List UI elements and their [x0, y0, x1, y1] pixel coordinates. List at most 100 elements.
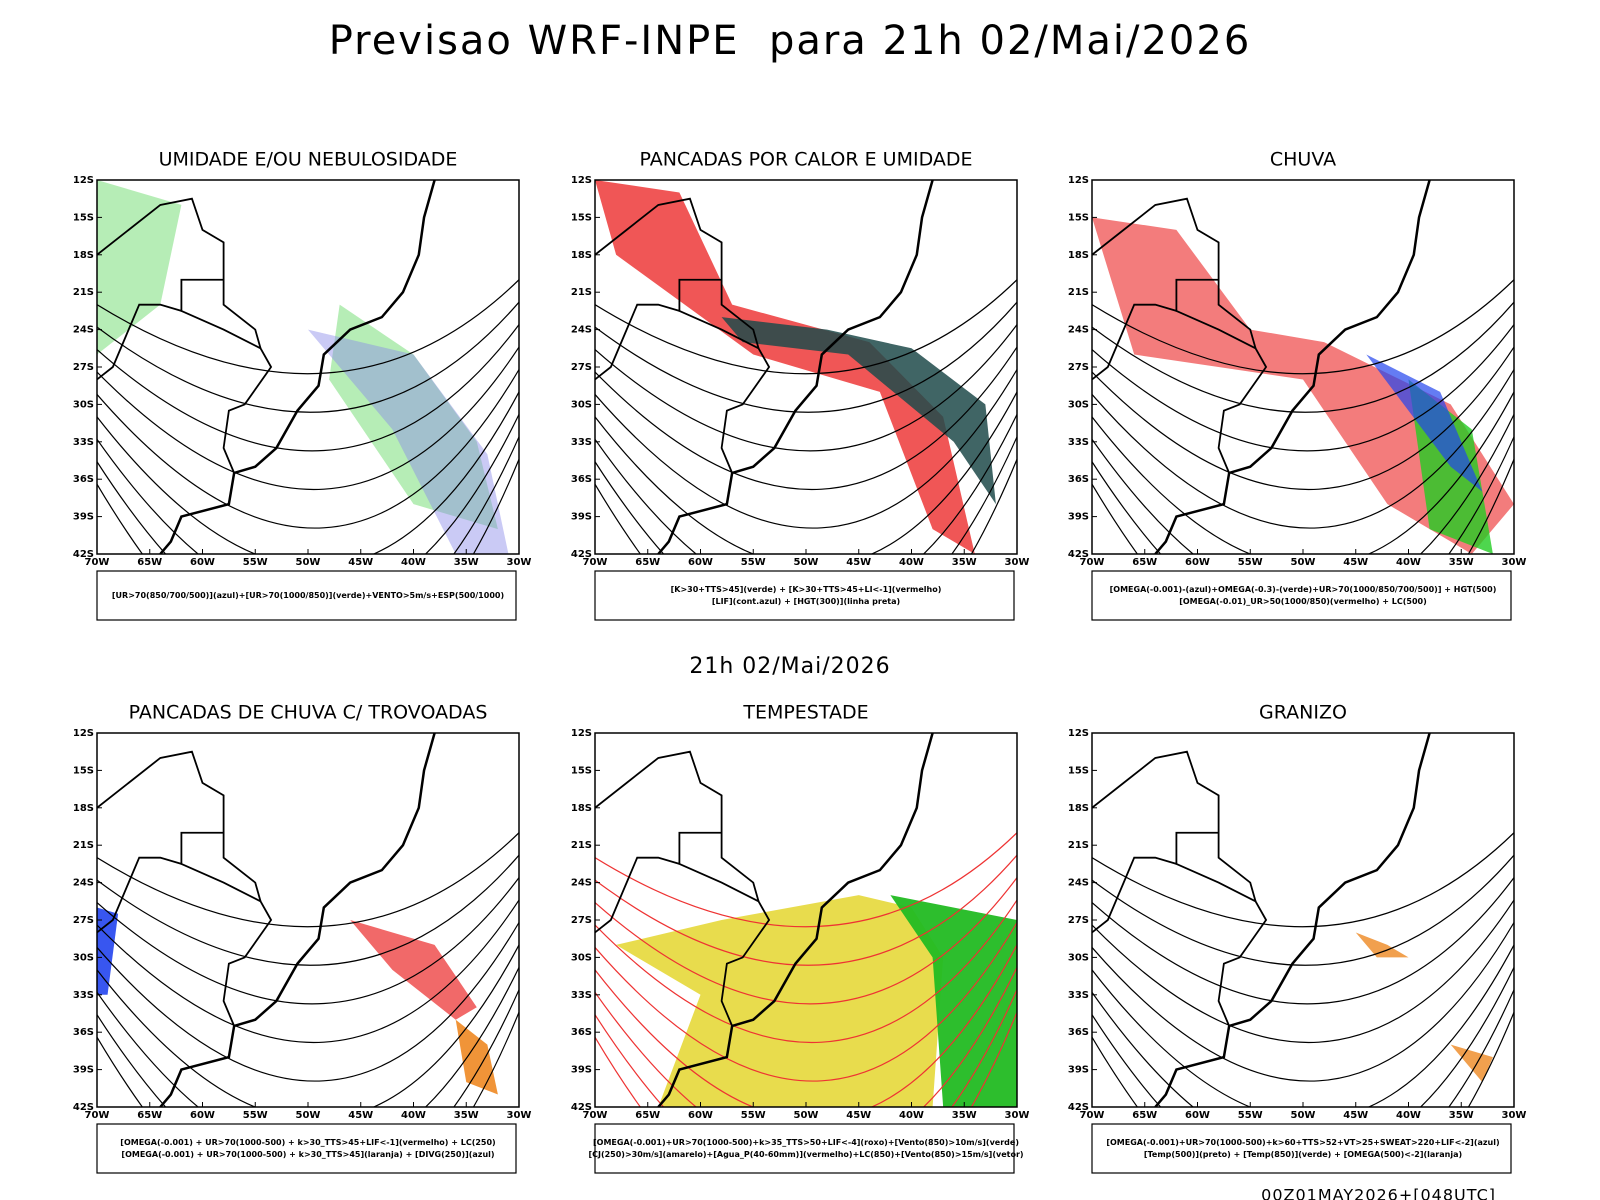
lon-label: 70W	[583, 1110, 608, 1121]
border	[1217, 279, 1257, 349]
lat-label: 42S	[1068, 1102, 1089, 1113]
contour	[97, 301, 519, 413]
contour	[595, 832, 1017, 928]
lon-label: 30W	[507, 557, 532, 568]
panel-title: PANCADAS POR CALOR E UMIDADE	[639, 149, 972, 171]
border	[97, 197, 273, 474]
shaded-area	[721, 317, 996, 505]
lat-label: 12S	[73, 175, 94, 186]
lon-label: 70W	[583, 557, 608, 568]
lat-label: 42S	[571, 1102, 592, 1113]
lat-label: 18S	[571, 803, 592, 814]
lat-label: 27S	[73, 915, 94, 926]
map-panel: TEMPESTADE 12S 15S 18S 21S 24S 27S 30S 33S 36S 39S…	[571, 702, 1030, 1174]
lat-label: 36S	[1068, 1027, 1089, 1038]
lon-label: 60W	[190, 1110, 215, 1121]
lat-label: 24S	[1068, 878, 1089, 889]
lat-label: 24S	[571, 325, 592, 336]
lon-label: 30W	[1005, 557, 1030, 568]
lon-label: 50W	[296, 1110, 321, 1121]
lon-label: 65W	[635, 1110, 660, 1121]
lat-label: 24S	[571, 878, 592, 889]
contour	[97, 391, 519, 554]
contour	[1092, 922, 1514, 1082]
coastline	[159, 180, 436, 554]
lat-label: 21S	[73, 840, 94, 851]
lat-label: 42S	[73, 549, 94, 560]
contour	[97, 944, 519, 1107]
lon-label: 60W	[190, 557, 215, 568]
lon-label: 70W	[85, 1110, 110, 1121]
contour	[1092, 279, 1514, 375]
lat-label: 30S	[73, 952, 94, 963]
lat-label: 39S	[571, 512, 592, 523]
contour	[97, 877, 519, 1005]
contour	[1092, 301, 1514, 413]
border	[222, 279, 262, 349]
lon-label: 40W	[401, 557, 426, 568]
shaded-area	[1355, 932, 1409, 958]
map-layer	[595, 733, 1017, 1107]
lat-label: 21S	[1068, 840, 1089, 851]
panel-title: UMIDADE E/OU NEBULOSIDADE	[159, 149, 458, 171]
contour	[595, 967, 1017, 1107]
panel-title: PANCADAS DE CHUVA C/ TROVOADAS	[129, 702, 488, 724]
lat-label: 30S	[571, 952, 592, 963]
legend-text: [OMEGA(-0.001)+UR>70(1000-500)+k>60+TTS>…	[1106, 1138, 1499, 1147]
border	[1092, 197, 1268, 474]
lon-label: 35W	[454, 557, 479, 568]
contour	[97, 279, 519, 375]
lon-label: 30W	[1005, 1110, 1030, 1121]
lat-label: 18S	[1068, 803, 1089, 814]
legend-text: [K>30+TTS>45](verde) + [K>30+TTS>45+LI<-…	[671, 585, 942, 594]
shaded-area	[97, 180, 182, 355]
lat-label: 33S	[1068, 990, 1089, 1001]
lon-label: 40W	[899, 1110, 924, 1121]
contour	[595, 944, 1017, 1107]
lat-label: 36S	[571, 474, 592, 485]
contour	[1092, 346, 1514, 491]
coastline	[657, 180, 934, 554]
lon-label: 65W	[137, 557, 162, 568]
contour	[595, 922, 1017, 1082]
lon-label: 45W	[1343, 1110, 1368, 1121]
lat-label: 36S	[571, 1027, 592, 1038]
lat-label: 30S	[1068, 952, 1089, 963]
map-layer	[97, 180, 519, 554]
lon-label: 55W	[243, 1110, 268, 1121]
lat-label: 27S	[571, 362, 592, 373]
map-layer	[1092, 733, 1514, 1107]
lat-label: 18S	[73, 250, 94, 261]
border	[97, 856, 182, 934]
lon-label: 50W	[794, 1110, 819, 1121]
contour	[97, 922, 519, 1082]
lat-label: 39S	[73, 1065, 94, 1076]
lon-label: 70W	[1080, 1110, 1105, 1121]
shaded-area	[350, 920, 477, 1020]
border	[595, 197, 771, 474]
contour	[595, 899, 1017, 1044]
lat-label: 18S	[1068, 250, 1089, 261]
contour	[595, 877, 1017, 1005]
lon-label: 70W	[1080, 557, 1105, 568]
shaded-area	[455, 1019, 498, 1095]
map-panel: GRANIZO 12S 15S 18S 21S 24S 27S 30S 33S 36S 39S 42S…	[1068, 702, 1527, 1174]
lat-label: 33S	[73, 990, 94, 1001]
panel-title: GRANIZO	[1259, 702, 1347, 724]
map-panel: PANCADAS DE CHUVA C/ TROVOADAS 12S 15S 18S 2…	[73, 702, 531, 1174]
border	[720, 832, 760, 902]
lon-label: 50W	[1291, 1110, 1316, 1121]
lat-label: 24S	[73, 325, 94, 336]
lon-label: 60W	[688, 557, 713, 568]
lat-label: 12S	[571, 175, 592, 186]
lat-label: 15S	[1068, 765, 1089, 776]
coastline	[657, 733, 934, 1107]
lon-label: 40W	[1396, 1110, 1421, 1121]
lat-label: 27S	[1068, 362, 1089, 373]
lat-label: 33S	[1068, 437, 1089, 448]
lat-label: 27S	[571, 915, 592, 926]
coastline	[159, 733, 436, 1107]
lat-label: 15S	[73, 765, 94, 776]
lon-label: 30W	[1502, 1110, 1527, 1121]
